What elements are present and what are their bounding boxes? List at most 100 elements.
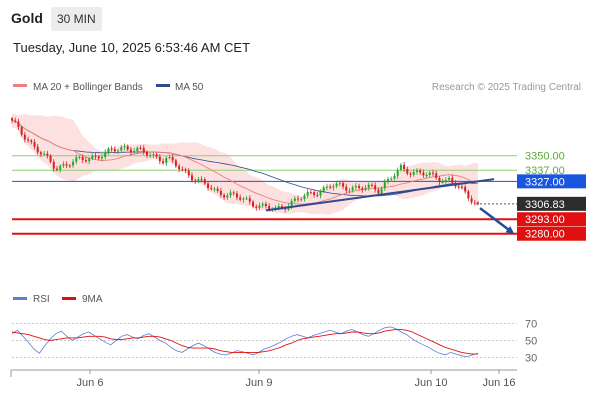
level-tag-3327.00: 3327.00 xyxy=(517,174,586,189)
candle xyxy=(88,157,91,165)
candle xyxy=(335,180,338,189)
candle xyxy=(20,125,23,137)
rsi-panel: 70 50 30 xyxy=(11,319,537,365)
candle xyxy=(110,145,113,152)
candle xyxy=(190,172,193,183)
candle xyxy=(59,164,62,173)
symbol-title: Gold xyxy=(11,10,43,26)
candle xyxy=(219,187,222,198)
ma20-legend-label: MA 20 + Bollinger Bands xyxy=(33,82,143,93)
candle xyxy=(239,194,242,202)
candle xyxy=(448,176,451,182)
candle xyxy=(49,154,52,164)
level-label-3350.00: 3350.00 xyxy=(525,151,565,163)
candle xyxy=(139,145,142,151)
candle xyxy=(387,176,390,185)
candle xyxy=(145,150,148,158)
candle xyxy=(364,184,367,192)
candle xyxy=(396,167,399,179)
level-tag-text: 3306.83 xyxy=(525,199,565,211)
candle xyxy=(117,148,120,155)
candle xyxy=(322,185,325,193)
level-tag-3280.00: 3280.00 xyxy=(517,226,586,241)
bollinger-bands xyxy=(12,113,478,215)
candle xyxy=(412,169,415,177)
candle xyxy=(23,131,26,143)
candle xyxy=(210,184,213,191)
candle xyxy=(303,193,306,202)
candle xyxy=(14,117,17,124)
candle xyxy=(178,163,181,173)
candle xyxy=(62,161,65,168)
candle xyxy=(432,169,435,177)
candle xyxy=(229,189,232,199)
candle xyxy=(245,195,248,201)
candle xyxy=(168,154,171,160)
candle xyxy=(200,176,203,183)
candle xyxy=(242,196,245,203)
level-tag-bg xyxy=(517,196,586,211)
candle xyxy=(258,202,261,211)
x-tick-label: Jun 16 xyxy=(482,377,515,389)
candle xyxy=(104,149,107,160)
candle xyxy=(129,146,132,156)
candle xyxy=(345,183,348,194)
candle xyxy=(235,191,238,201)
candle xyxy=(181,166,184,172)
candle xyxy=(419,168,422,175)
candle xyxy=(30,139,33,145)
level-tag-text: 3293.00 xyxy=(525,214,565,226)
level-tag-text: 3327.00 xyxy=(525,176,565,188)
candle xyxy=(165,156,168,167)
candle xyxy=(297,195,300,203)
candle xyxy=(428,170,431,178)
candle xyxy=(383,179,386,191)
x-axis: Jun 6 Jun 9 Jun 10 Jun 16 xyxy=(10,369,517,389)
candle xyxy=(81,154,84,163)
rsi-tick-label: 70 xyxy=(525,319,537,331)
candle xyxy=(441,179,444,184)
candle xyxy=(171,154,174,164)
candle xyxy=(361,186,364,193)
candle xyxy=(149,152,152,158)
candle xyxy=(113,146,116,154)
candle xyxy=(470,195,473,205)
level-tag-3293.00: 3293.00 xyxy=(517,212,586,227)
candle xyxy=(399,163,402,172)
candle xyxy=(226,193,229,200)
candle xyxy=(36,143,39,155)
candle xyxy=(107,146,110,155)
candle xyxy=(464,184,467,194)
ma20-line xyxy=(11,120,479,205)
rsi-tick-label: 50 xyxy=(525,336,537,348)
moving-averages xyxy=(11,120,479,205)
candle xyxy=(473,200,476,206)
copyright-text: Research © 2025 Trading Central xyxy=(432,82,581,93)
candle xyxy=(255,204,258,211)
candle xyxy=(348,188,351,194)
rsi-ma-line xyxy=(11,328,478,355)
candle xyxy=(415,167,418,175)
rsi-legend-label: RSI xyxy=(33,294,50,305)
candle xyxy=(306,188,309,199)
interval-badge[interactable]: 30 MIN xyxy=(51,7,102,31)
candle xyxy=(367,182,370,191)
candle xyxy=(78,155,81,160)
candle xyxy=(33,139,36,150)
ma50-legend-label: MA 50 xyxy=(175,82,204,93)
candle xyxy=(158,154,161,165)
level-tag-bg xyxy=(517,226,586,241)
candle xyxy=(477,200,479,206)
candle xyxy=(319,189,322,199)
x-tick-label: Jun 9 xyxy=(246,377,273,389)
candle xyxy=(467,189,470,202)
candle xyxy=(17,118,20,131)
candle xyxy=(213,186,216,192)
candle xyxy=(216,186,219,193)
candle xyxy=(342,181,345,190)
candle xyxy=(162,158,165,165)
x-tick-label: Jun 6 xyxy=(77,377,104,389)
candle xyxy=(435,170,438,180)
candle xyxy=(68,163,71,168)
